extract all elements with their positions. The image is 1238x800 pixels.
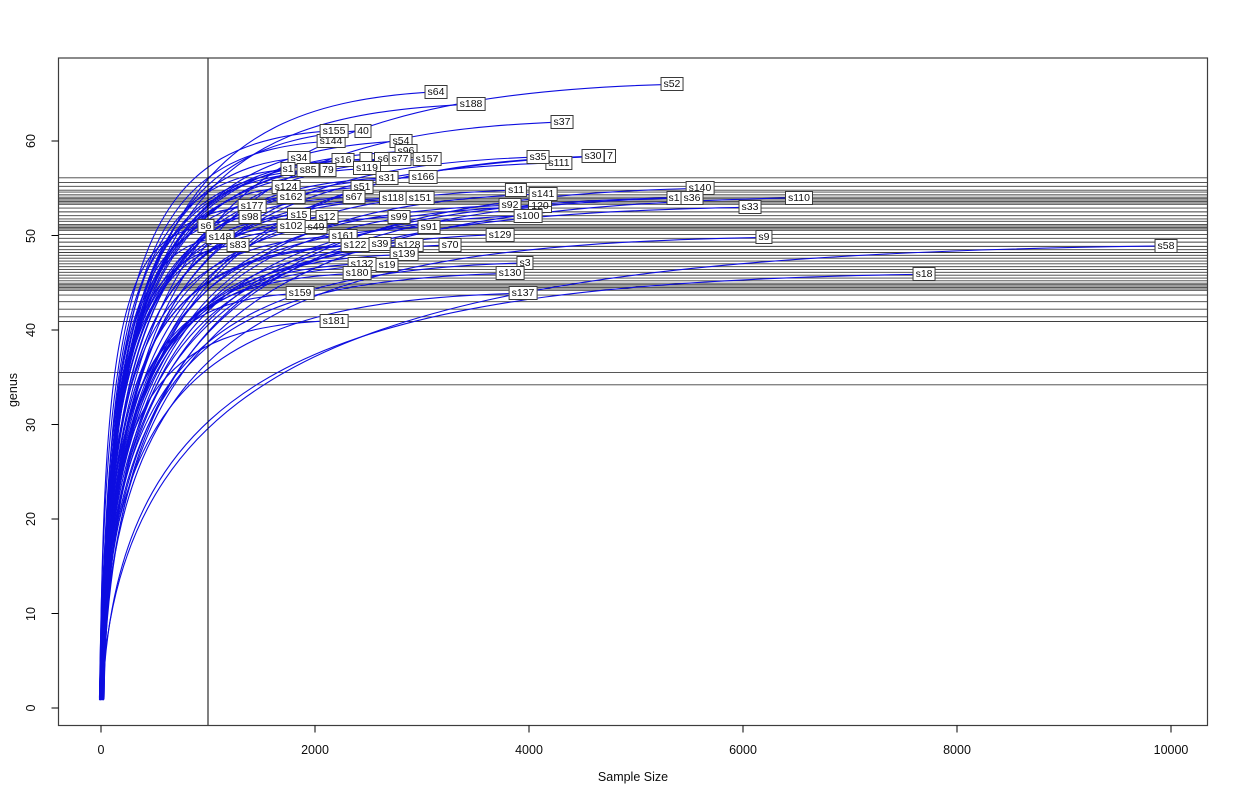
sample-label: s77 — [388, 151, 412, 166]
rarefaction-curve — [101, 197, 800, 700]
sample-label: s19 — [375, 257, 399, 272]
sample-label: s141 — [528, 186, 558, 201]
x-tick-label: 4000 — [515, 743, 543, 757]
sample-label: s129 — [485, 227, 515, 242]
rarefaction-curve — [102, 162, 560, 699]
rarefaction-curve — [101, 244, 239, 698]
sample-label: s166 — [408, 169, 438, 184]
sample-label: s161 — [328, 228, 358, 243]
rarefaction-curve — [103, 264, 388, 699]
sample-label: s157 — [412, 151, 442, 166]
sample-label: s30 — [581, 149, 605, 164]
rarefaction-curve — [101, 253, 405, 699]
plot-frame — [57, 57, 1209, 727]
rarefaction-curve — [102, 187, 701, 698]
sample-label: s99 — [387, 209, 411, 224]
rarefaction-curve — [100, 245, 1167, 700]
sample-label: s155 — [319, 123, 349, 138]
rarefaction-curve — [99, 320, 335, 699]
sample-label: s11 — [504, 183, 528, 198]
sample-label: s91 — [417, 219, 441, 234]
sample-label: s151 — [405, 190, 435, 205]
rarefaction-curve — [98, 234, 344, 699]
y-axis-title: genus — [6, 372, 20, 408]
sample-label: s137 — [508, 286, 538, 301]
sample-label: s35 — [526, 150, 550, 165]
rarefaction-curve — [103, 215, 529, 698]
rarefaction-curve — [102, 292, 301, 699]
sample-label: s180 — [342, 266, 372, 281]
sample-label: s85 — [296, 163, 320, 178]
sample-label: s49 — [304, 219, 328, 234]
sample-label: s102 — [276, 219, 306, 234]
x-axis-title: Sample Size — [597, 770, 669, 784]
rarefaction-curve — [99, 225, 207, 700]
sample-label: s119 — [353, 161, 381, 176]
sample-label: s111 — [545, 155, 573, 170]
sample-label: s98 — [238, 209, 262, 224]
sample-label: s162 — [276, 189, 306, 204]
sample-label: s39 — [368, 237, 392, 251]
sample-label: s31 — [375, 170, 399, 185]
x-tick-label: 6000 — [729, 743, 757, 757]
y-tick-label: 0 — [24, 704, 38, 712]
sample-label: s181 — [319, 313, 349, 328]
sample-label: s58 — [1154, 238, 1178, 253]
sample-label: s64 — [424, 84, 448, 99]
x-tick-label: 8000 — [943, 743, 971, 757]
sample-label: 40 — [354, 123, 372, 138]
sample-label: s16 — [331, 152, 355, 167]
sample-label: s18 — [912, 267, 936, 282]
y-tick-label: 20 — [24, 512, 38, 526]
y-tick-label: 60 — [24, 134, 38, 148]
sample-label: s148 — [205, 230, 235, 245]
rarefaction-curve — [98, 292, 524, 700]
x-tick-label: 10000 — [1153, 743, 1189, 757]
sample-label: s1 — [280, 162, 296, 177]
sample-label: s34 — [287, 151, 311, 165]
sample-label: s118 — [379, 190, 407, 205]
sample-label: s9 — [755, 230, 773, 245]
sample-label: s188 — [456, 97, 486, 112]
rarefaction-curve — [99, 130, 335, 699]
sample-label: s70 — [438, 237, 462, 252]
sample-label: s37 — [550, 115, 574, 130]
rarefaction-curve — [99, 262, 526, 698]
sample-label: s52 — [660, 77, 684, 92]
rarefaction-curve — [102, 273, 925, 700]
sample-label: s83 — [226, 237, 250, 252]
rarefaction-curve — [100, 150, 407, 699]
rarefaction-curve — [99, 234, 501, 701]
sample-label: s1 — [666, 190, 682, 205]
sample-label: s110 — [784, 190, 813, 205]
sample-label: s67 — [342, 189, 366, 204]
y-tick-label: 10 — [24, 606, 38, 621]
sample-label: 7 — [603, 149, 616, 164]
y-tick-label: 40 — [24, 323, 38, 337]
sample-label: 79 — [319, 163, 337, 178]
sample-label: s33 — [738, 200, 762, 215]
sample-label: s130 — [495, 266, 525, 281]
sample-label: s159 — [285, 286, 315, 301]
x-tick-label: 2000 — [301, 743, 329, 757]
x-tick-label: 0 — [97, 743, 105, 757]
y-tick-label: 30 — [24, 417, 38, 432]
y-tick-label: 50 — [24, 228, 38, 243]
sample-label: s100 — [513, 208, 543, 223]
sample-label: s36 — [680, 190, 704, 205]
sample-label: s122 — [340, 237, 370, 252]
